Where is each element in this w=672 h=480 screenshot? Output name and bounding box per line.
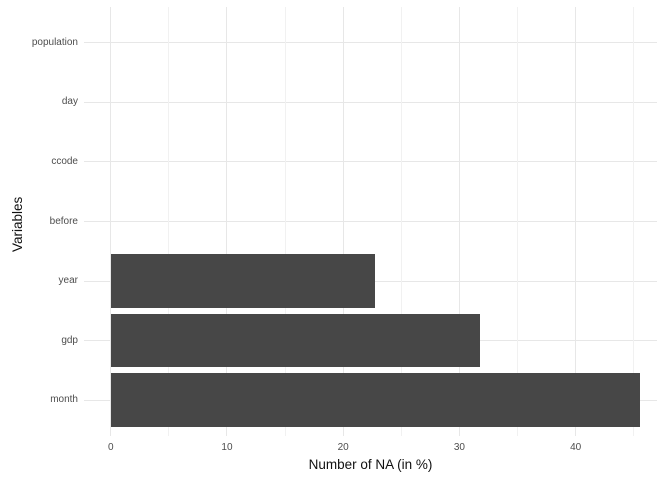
y-tick-label-day: day	[61, 96, 78, 108]
grid-line-major	[226, 7, 228, 436]
grid-line-horizontal	[84, 161, 657, 163]
grid-line-minor	[517, 7, 519, 436]
y-axis-title: Variables	[10, 196, 25, 252]
grid-line-major	[575, 7, 577, 436]
bar-month	[110, 373, 640, 428]
grid-line-major	[110, 7, 112, 436]
y-tick-label-gdp: gdp	[61, 334, 78, 346]
grid-line-horizontal	[84, 101, 657, 103]
bar-gdp	[110, 313, 481, 368]
y-tick-label-population: population	[31, 36, 78, 48]
x-axis-title: Number of NA (in %)	[308, 457, 433, 472]
grid-line-major	[342, 7, 344, 436]
x-tick-label-0: 0	[107, 442, 114, 453]
plot-panel	[84, 7, 657, 436]
x-tick-label-40: 40	[570, 442, 582, 453]
y-tick-label-month: month	[50, 394, 78, 406]
grid-line-minor	[168, 7, 170, 436]
grid-line-horizontal	[84, 221, 657, 222]
grid-line-minor	[400, 7, 402, 436]
grid-line-minor	[284, 7, 286, 436]
grid-line-minor	[633, 7, 635, 436]
x-tick-label-20: 20	[337, 442, 349, 453]
y-tick-label-ccode: ccode	[51, 155, 78, 167]
x-tick-label-10: 10	[221, 442, 233, 453]
grid-line-major	[458, 7, 460, 436]
grid-line-horizontal	[84, 42, 657, 44]
y-tick-label-year: year	[58, 275, 78, 287]
y-tick-label-before: before	[49, 215, 78, 227]
x-tick-label-30: 30	[453, 442, 465, 453]
bar-year	[110, 254, 375, 308]
